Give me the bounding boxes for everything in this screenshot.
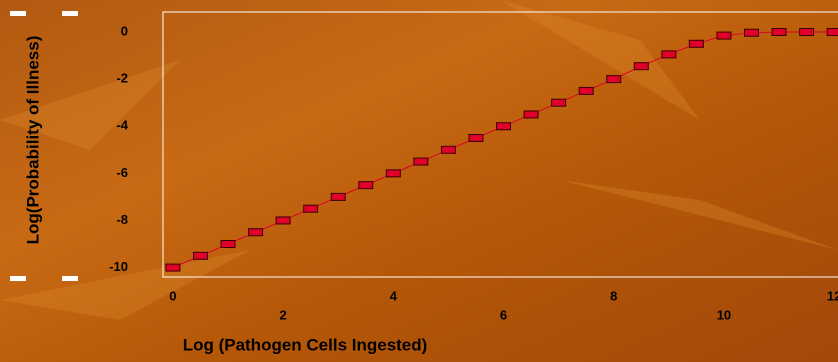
chart: Log (Pathogen Cells Ingested) Log(Probab… [0,0,838,362]
x-tick-label: 8 [610,288,617,303]
data-marker [221,241,235,248]
data-marker [386,170,400,177]
data-marker [772,29,786,36]
y-tick-label: -10 [109,259,128,274]
data-marker [552,99,566,106]
data-marker [414,158,428,165]
data-marker [249,229,263,236]
x-tick-label: 6 [500,307,507,322]
y-tick-label: -4 [116,118,128,133]
x-axis-title: Log (Pathogen Cells Ingested) [183,335,428,354]
y-tick-label: 0 [121,23,128,38]
data-marker [662,51,676,58]
data-marker [827,29,838,36]
data-marker [607,76,621,83]
y-tick-label: -8 [116,212,128,227]
x-tick-label: 0 [169,288,176,303]
x-tick-label: 2 [280,307,287,322]
data-marker [717,32,731,39]
data-marker [634,63,648,70]
corner-dash [62,11,78,16]
data-marker [441,146,455,153]
y-tick-label: -6 [116,165,128,180]
data-marker [800,29,814,36]
data-marker [331,193,345,200]
data-marker [359,182,373,189]
data-marker [469,135,483,142]
data-marker [193,252,207,259]
data-marker [524,111,538,118]
data-marker [497,123,511,130]
corner-dash [10,11,26,16]
y-tick-label: -2 [116,71,128,86]
x-tick-label: 10 [717,307,731,322]
data-marker [744,29,758,36]
corner-dash [10,276,26,281]
page: {"chart_data": {"type": "line", "x_label… [0,0,838,362]
data-marker [689,40,703,47]
data-marker [276,217,290,224]
x-tick-label: 12 [827,288,838,303]
data-marker [166,264,180,271]
x-tick-label: 4 [390,288,398,303]
corner-dash [62,276,78,281]
data-marker [579,87,593,94]
data-marker [304,205,318,212]
y-axis-title: Log(Probability of Illness) [23,36,42,245]
